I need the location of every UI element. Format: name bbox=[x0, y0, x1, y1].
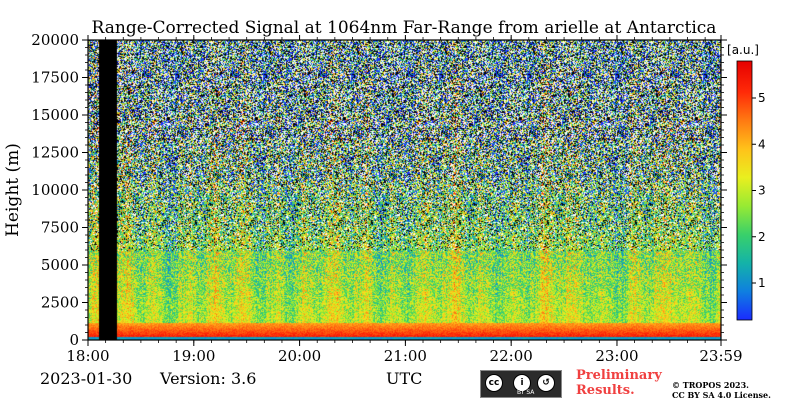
sa-icon: ↺ bbox=[537, 374, 555, 392]
colorbar-ticks: 1 2 3 4 5 bbox=[752, 91, 766, 290]
y-tick-label: 0 bbox=[69, 331, 79, 349]
x-tick-label: 21:00 bbox=[384, 347, 427, 365]
copyright-line-1: © TROPOS 2023. bbox=[672, 380, 749, 390]
x-tick-label: 19:00 bbox=[172, 347, 215, 365]
colorbar-tick-label: 1 bbox=[758, 276, 766, 290]
x-tick-label: 20:00 bbox=[278, 347, 321, 365]
chart-title: Range-Corrected Signal at 1064nm Far-Ran… bbox=[92, 18, 717, 38]
y-tick-label: 2500 bbox=[41, 294, 79, 312]
colorbar-tick-label: 2 bbox=[758, 230, 766, 244]
x-tick-label: 23:59 bbox=[699, 347, 742, 365]
y-tick-label: 15000 bbox=[31, 106, 79, 124]
colorbar-label: [a.u.] bbox=[727, 43, 759, 57]
colorbar-tick-label: 3 bbox=[758, 184, 766, 198]
x-axis: 18:00 19:00 20:00 21:00 22:00 23:00 23:59 bbox=[66, 35, 743, 365]
heatmap-plot-area bbox=[88, 40, 721, 340]
colorbar-tick-label: 4 bbox=[758, 137, 766, 151]
x-tick-label: 23:00 bbox=[595, 347, 638, 365]
heatmap-image bbox=[88, 40, 721, 340]
copyright-notice: © TROPOS 2023. CC BY SA 4.0 License. bbox=[672, 380, 800, 400]
y-tick-label: 5000 bbox=[41, 256, 79, 274]
cc-license-badge: cc i ↺ BY SA bbox=[480, 370, 562, 398]
x-tick-label: 18:00 bbox=[66, 347, 109, 365]
cc-badge-label: BY SA bbox=[517, 389, 535, 396]
y-tick-label: 12500 bbox=[31, 144, 79, 162]
y-axis-label: Height (m) bbox=[3, 143, 23, 237]
footer-version: Version: 3.6 bbox=[160, 369, 257, 388]
x-tick-label: 22:00 bbox=[490, 347, 533, 365]
footer-xlabel: UTC bbox=[386, 369, 423, 388]
cc-icon: cc bbox=[485, 374, 503, 392]
y-tick-label: 7500 bbox=[41, 219, 79, 237]
y-tick-label: 17500 bbox=[31, 69, 79, 87]
y-tick-label: 20000 bbox=[31, 31, 79, 49]
colorbar-tick-label: 5 bbox=[758, 91, 766, 105]
y-tick-label: 10000 bbox=[31, 181, 79, 199]
copyright-line-2: CC BY SA 4.0 License. bbox=[672, 390, 771, 400]
colorbar bbox=[736, 60, 753, 321]
by-icon: i bbox=[513, 374, 531, 392]
footer-date: 2023-01-30 bbox=[40, 369, 133, 388]
y-axis: 0 2500 5000 7500 10000 12500 15000 17500 20000 bbox=[31, 31, 727, 349]
preliminary-label: Preliminary Results. bbox=[576, 368, 662, 398]
